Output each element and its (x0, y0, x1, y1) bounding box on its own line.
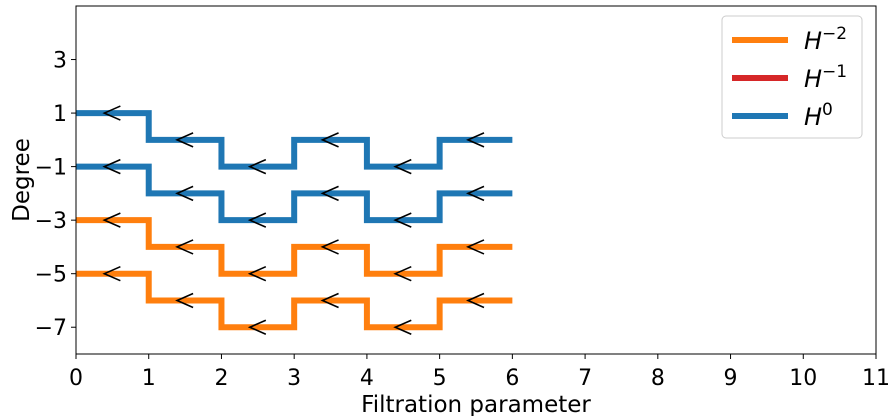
arrow-marker (393, 319, 412, 335)
x-tick-label: 0 (69, 366, 83, 391)
legend-label: H−1 (804, 62, 847, 93)
legend-frame (721, 15, 863, 139)
y-tick-label: −1 (35, 156, 67, 181)
x-tick-label: 5 (433, 366, 447, 391)
arrow-marker (320, 132, 339, 148)
x-tick-label: 6 (505, 366, 519, 391)
x-tick-label: 8 (651, 366, 665, 391)
series-line (76, 217, 513, 277)
series-line (76, 270, 513, 331)
legend-label: H0 (804, 100, 833, 131)
x-axis-label: Filtration parameter (361, 392, 591, 416)
plot-frame (75, 5, 877, 355)
arrow-marker (102, 158, 121, 175)
x-tick-label: 10 (789, 366, 817, 391)
arrow-marker (320, 292, 339, 309)
y-tick-label: −3 (35, 209, 67, 234)
arrow-marker (466, 132, 485, 148)
legend: H−2H−1H0 (721, 15, 863, 139)
arrow-marker (175, 239, 194, 255)
y-axis-label: Degree (9, 138, 35, 222)
x-tick-label: 4 (360, 366, 374, 391)
x-tick-label: 1 (142, 366, 156, 391)
y-tick-label: 1 (53, 102, 67, 127)
x-tick-label: 2 (214, 366, 228, 391)
x-tick-label: 11 (862, 366, 888, 391)
arrow-marker (247, 265, 267, 282)
series-layer (76, 105, 513, 335)
arrow-marker (320, 239, 339, 255)
y-axis-ticks: 3 1 −1 −3 −5 −7 (35, 49, 76, 341)
arrow-marker (247, 212, 267, 228)
y-tick-label: −7 (35, 316, 67, 341)
series-line (76, 110, 513, 170)
x-axis-ticks: 0 1 2 3 4 5 6 7 8 9 10 11 (69, 354, 888, 391)
arrow-marker (393, 212, 412, 228)
arrow-marker (466, 292, 485, 309)
arrow-marker (175, 292, 194, 309)
y-tick-label: −5 (35, 263, 67, 288)
arrow-marker (320, 185, 339, 202)
arrow-marker (102, 212, 121, 228)
y-tick-label: 3 (53, 49, 67, 74)
arrow-marker (466, 239, 485, 255)
arrow-marker (466, 185, 485, 202)
arrow-marker (393, 265, 412, 282)
arrow-marker (247, 319, 267, 335)
arrow-marker (175, 185, 194, 202)
x-tick-label: 7 (578, 366, 592, 391)
arrow-marker (102, 105, 121, 121)
arrow-marker (175, 132, 194, 148)
arrow-marker (393, 158, 412, 175)
arrow-marker (247, 158, 267, 175)
x-tick-label: 3 (287, 366, 301, 391)
arrow-marker (102, 265, 121, 282)
series-line (76, 163, 513, 224)
x-tick-label: 9 (724, 366, 738, 391)
